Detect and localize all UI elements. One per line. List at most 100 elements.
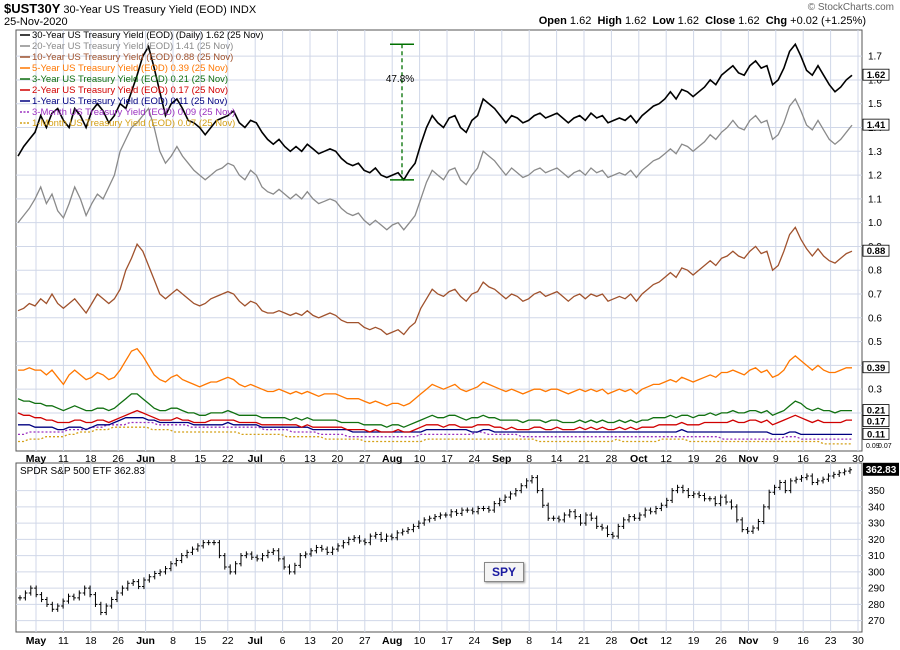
yield-x-tick-label: Jun [136, 453, 155, 465]
legend-entry-y5: 5-Year US Treasury Yield (EOD) 0.39 (25 … [32, 63, 228, 74]
last-value-text-y10: 0.88 [867, 246, 886, 257]
spy-panel [15, 462, 863, 633]
spy-x-tick-label: 20 [332, 635, 344, 647]
legend-entry-y20: 20-Year US Treasury Yield (EOD) 1.41 (25… [32, 41, 233, 52]
yield-x-tick-label: 14 [551, 453, 563, 465]
last-value-tag-y10 [862, 244, 890, 257]
yield-tick-label: 1.2 [868, 171, 882, 182]
spy-x-tick-label: 26 [715, 635, 727, 647]
spy-last-value-text: 362.83 [866, 465, 897, 476]
last-value-text-y2: 0.17 [867, 417, 886, 428]
yield-tick-label: 1.0 [868, 218, 882, 229]
spy-tick-label: 310 [868, 551, 885, 562]
yield-x-tick-label: 26 [112, 453, 124, 465]
yield-x-tick-label: 13 [304, 453, 316, 465]
yield-x-tick-label: Sep [492, 453, 511, 465]
spy-tick-label: 320 [868, 535, 885, 546]
spy-tick-label: 340 [868, 502, 885, 513]
spy-x-tick-label: Jul [248, 635, 263, 647]
spy-x-tick-label: 11 [58, 635, 69, 647]
yield-x-tick-label: 8 [170, 453, 176, 465]
yield-tick-label: 0.3 [868, 385, 882, 396]
yield-x-tick-label: 10 [414, 453, 426, 465]
yield-x-tick-label: 23 [825, 453, 837, 465]
chart-date: 25-Nov-2020 [4, 16, 68, 28]
spy-x-tick-label: 13 [304, 635, 316, 647]
yield-x-tick-label: 21 [578, 453, 590, 465]
watermark: © StockCharts.com [807, 2, 894, 13]
last-value-text-y20: 1.41 [867, 120, 886, 131]
yield-x-tick-label: Oct [630, 453, 648, 465]
yield-x-tick-label: 26 [715, 453, 727, 465]
yield-tick-label: 1.5 [868, 99, 882, 110]
yield-x-tick-label: 20 [332, 453, 344, 465]
spy-x-tick-label: Jun [136, 635, 155, 647]
legend-entry-m3: 3-Month US Treasury Yield (EOD) 0.09 (25… [32, 107, 235, 118]
spy-tick-label: 290 [868, 584, 885, 595]
yield-x-tick-label: 8 [526, 453, 532, 465]
yield-x-tick-label: 22 [222, 453, 234, 465]
spy-x-tick-label: 19 [688, 635, 700, 647]
yield-x-tick-label: 17 [441, 453, 453, 465]
spy-last-value-tag [863, 462, 899, 476]
legend-entry-m1: 1-Month US Treasury Yield (EOD) 0.07 (25… [32, 118, 235, 129]
yield-tick-label: 1.6 [868, 75, 882, 86]
yield-x-tick-label: 18 [85, 453, 97, 465]
spy-tick-label: 330 [868, 519, 885, 530]
yield-x-tick-label: 16 [797, 453, 809, 465]
series-line-y5 [18, 347, 852, 407]
series-line-y20 [17, 97, 853, 231]
yield-x-tick-label: 12 [660, 453, 672, 465]
spy-x-tick-label: 30 [852, 635, 864, 647]
last-value-tag-y1 [862, 427, 890, 440]
last-value-text-m1: 0.07 [878, 443, 892, 450]
last-value-tag-y2 [862, 415, 890, 427]
last-value-tag-y5 [862, 361, 890, 374]
spy-x-tick-label: 23 [825, 635, 837, 647]
spy-legend: SPDR S&P 500 ETF 362.83 [20, 466, 145, 477]
yield-tick-label: 0.8 [868, 266, 882, 277]
spy-tick-label: 270 [868, 616, 885, 627]
last-value-text-y3: 0.21 [867, 406, 886, 417]
symbol-title: $UST30Y 30-Year US Treasury Yield (EOD) I… [4, 1, 257, 16]
spy-x-tick-label: 27 [359, 635, 371, 647]
spy-x-tick-label: 22 [222, 635, 234, 647]
yield-x-tick-label: 30 [852, 453, 864, 465]
spy-x-tick-label: 9 [773, 635, 779, 647]
yield-x-tick-label: Aug [382, 453, 402, 465]
spy-tick-label: 300 [868, 567, 885, 578]
spy-x-tick-label: 15 [195, 635, 207, 647]
series-line-m3 [18, 421, 852, 440]
spy-tick-label: 280 [868, 600, 885, 611]
series-line-y1 [18, 417, 852, 436]
yield-x-tick-label: 28 [606, 453, 618, 465]
spy-x-tick-label: 16 [797, 635, 809, 647]
spy-x-tick-label: Nov [738, 635, 758, 647]
series-line-y2 [17, 409, 852, 433]
yield-tick-label: 1.1 [868, 194, 882, 205]
symbol-description: 30-Year US Treasury Yield (EOD) INDX [63, 4, 257, 16]
spy-x-tick-label: 21 [578, 635, 590, 647]
yield-tick-label: 1.7 [868, 52, 882, 63]
yield-tick-label: 1.3 [868, 147, 882, 158]
last-value-text-y5: 0.39 [867, 363, 886, 374]
legend-entry-y2: 2-Year US Treasury Yield (EOD) 0.17 (25 … [32, 85, 228, 96]
yield-tick-label: 0.5 [868, 337, 882, 348]
yield-x-tick-label: Jul [248, 453, 263, 465]
spy-x-tick-label: 8 [526, 635, 532, 647]
yield-x-tick-label: 19 [688, 453, 700, 465]
spy-x-tick-label: 12 [660, 635, 672, 647]
measure-label: 47.8% [386, 74, 414, 85]
last-value-tag-y30 [862, 68, 890, 81]
series-line-y30 [17, 42, 853, 182]
spy-x-tick-label: May [26, 635, 47, 647]
spy-x-tick-label: 18 [85, 635, 97, 647]
last-value-text-m3: 0.09 [866, 443, 880, 450]
spy-x-tick-label: 10 [414, 635, 426, 647]
legend-entry-y10: 10-Year US Treasury Yield (EOD) 0.88 (25… [32, 52, 233, 63]
ohlc-readout: Open 1.62 High 1.62 Low 1.62 Close 1.62 … [538, 15, 866, 27]
legend-entry-y3: 3-Year US Treasury Yield (EOD) 0.21 (25 … [32, 74, 228, 85]
spy-x-tick-label: 14 [551, 635, 563, 647]
spy-x-tick-label: Sep [492, 635, 511, 647]
